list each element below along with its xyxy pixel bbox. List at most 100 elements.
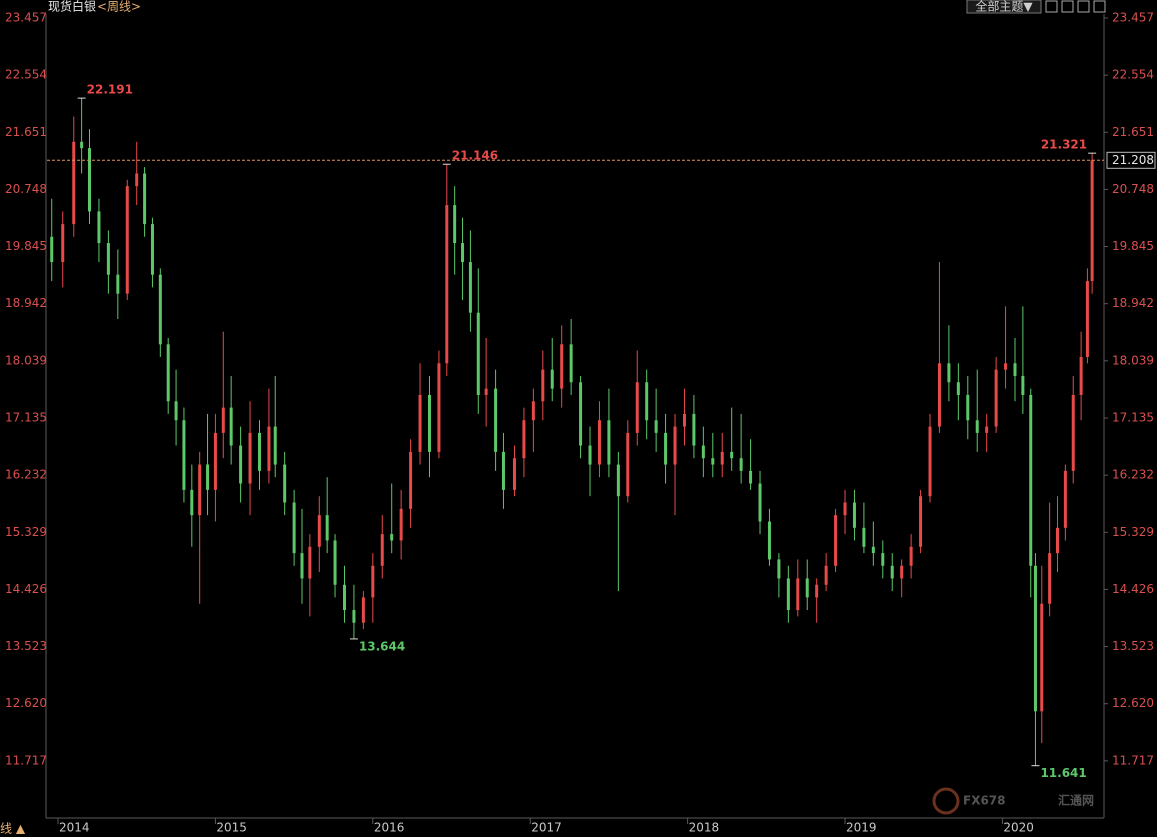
candle-body <box>453 205 457 244</box>
x-tick-label: 2016 <box>374 821 405 835</box>
candle-body <box>692 413 696 446</box>
candle-body <box>966 394 970 421</box>
candle-body <box>342 584 346 611</box>
x-tick-label: 2014 <box>59 821 90 835</box>
watermark-text: FX678 <box>963 794 1006 808</box>
candle-body <box>711 458 715 465</box>
candle-body <box>325 515 329 541</box>
candle-body <box>541 369 545 402</box>
candle-body <box>198 464 202 516</box>
y-tick-label: 22.554 <box>5 68 47 82</box>
candle-body <box>645 382 649 421</box>
theme-button-label[interactable]: 全部主题▼ <box>975 0 1033 14</box>
y-tick-label: 12.620 <box>5 696 47 710</box>
theme-button[interactable] <box>966 0 1042 14</box>
candle-body <box>371 565 375 598</box>
candle-body <box>928 426 932 497</box>
watermark-logo <box>932 787 960 815</box>
candle-body <box>985 426 989 433</box>
candle-body <box>461 243 465 263</box>
y-tick-label: 23.457 <box>1112 11 1154 25</box>
toolbar-icon[interactable] <box>1061 0 1074 13</box>
candle-body <box>531 401 535 421</box>
candle-body <box>786 578 790 611</box>
y-tick-label: 23.457 <box>5 11 47 25</box>
candle-body <box>1013 363 1017 376</box>
candle-body <box>890 565 894 579</box>
y-tick-label: 19.845 <box>5 239 47 253</box>
candle-body <box>682 413 686 427</box>
y-tick-label: 18.942 <box>1112 296 1154 310</box>
candle-body <box>72 141 76 225</box>
candle-body <box>852 502 856 528</box>
candle-body <box>824 565 828 585</box>
candle-body <box>239 445 243 484</box>
current-price-label: 21.208 <box>1112 153 1154 167</box>
candle-body <box>106 243 110 275</box>
candle-body <box>174 401 178 421</box>
x-tick-label: 2017 <box>531 821 562 835</box>
extreme-label: 11.641 <box>1040 766 1086 780</box>
y-tick-label: 14.426 <box>1112 582 1154 596</box>
candle-body <box>143 173 147 225</box>
candle-body <box>50 236 54 263</box>
candle-body <box>815 584 819 598</box>
candle-body <box>834 515 838 566</box>
candle-body <box>739 458 743 471</box>
x-tick-label: 2015 <box>216 821 247 835</box>
candle-body <box>1021 375 1025 395</box>
y-tick-label: 13.523 <box>1112 639 1154 653</box>
candle-body <box>1085 281 1089 357</box>
candle-body <box>956 382 960 395</box>
candle-body <box>399 508 403 541</box>
candle-body <box>494 388 498 452</box>
x-tick-label: 2018 <box>689 821 720 835</box>
candle-body <box>390 534 394 541</box>
candle-body <box>418 394 422 452</box>
candle-body <box>749 470 753 484</box>
candle-body <box>1033 565 1037 712</box>
candle-body <box>607 420 611 465</box>
toolbar-icon[interactable] <box>1045 0 1058 13</box>
bottom-tab[interactable]: 线 ▲ <box>0 822 26 836</box>
chart-title: 现货白银 <box>48 0 96 14</box>
y-tick-label: 13.523 <box>5 639 47 653</box>
watermark: FX678 汇通网 <box>932 787 1094 815</box>
candle-body <box>1071 394 1075 471</box>
candle-body <box>550 369 554 389</box>
candle-body <box>229 407 233 446</box>
candle-body <box>292 502 296 554</box>
candle-body <box>1079 356 1083 395</box>
candle-body <box>1056 527 1060 554</box>
candle-body <box>267 426 271 471</box>
candle-body <box>135 173 139 187</box>
candle-body <box>579 382 583 446</box>
candle-body <box>158 274 162 345</box>
candle-body <box>1040 603 1044 712</box>
y-tick-label: 18.039 <box>1112 353 1154 367</box>
toolbar-icon[interactable] <box>1077 0 1090 13</box>
candle-body <box>512 458 516 490</box>
candle-body <box>380 534 384 566</box>
candle-body <box>1048 553 1052 604</box>
toolbar-icon[interactable] <box>1093 0 1106 13</box>
candle-body <box>116 274 120 294</box>
toolbar-icons[interactable] <box>1045 0 1106 13</box>
candle-body <box>150 224 154 275</box>
y-tick-label: 11.717 <box>1112 753 1154 767</box>
candle-body <box>673 426 677 465</box>
extreme-label: 21.146 <box>452 149 498 163</box>
extreme-label: 22.191 <box>87 83 133 97</box>
candle-body <box>484 388 488 395</box>
x-tick-label: 2019 <box>846 821 877 835</box>
candle-body <box>125 186 129 294</box>
candle-body <box>616 464 620 497</box>
y-tick-label: 18.039 <box>5 353 47 367</box>
y-tick-label: 22.554 <box>1112 68 1154 82</box>
candle-body <box>900 565 904 579</box>
y-tick-label: 15.329 <box>5 525 47 539</box>
candle-body <box>257 432 261 471</box>
y-tick-label: 12.620 <box>1112 696 1154 710</box>
candle-body <box>97 211 101 244</box>
candle-body <box>61 224 65 263</box>
